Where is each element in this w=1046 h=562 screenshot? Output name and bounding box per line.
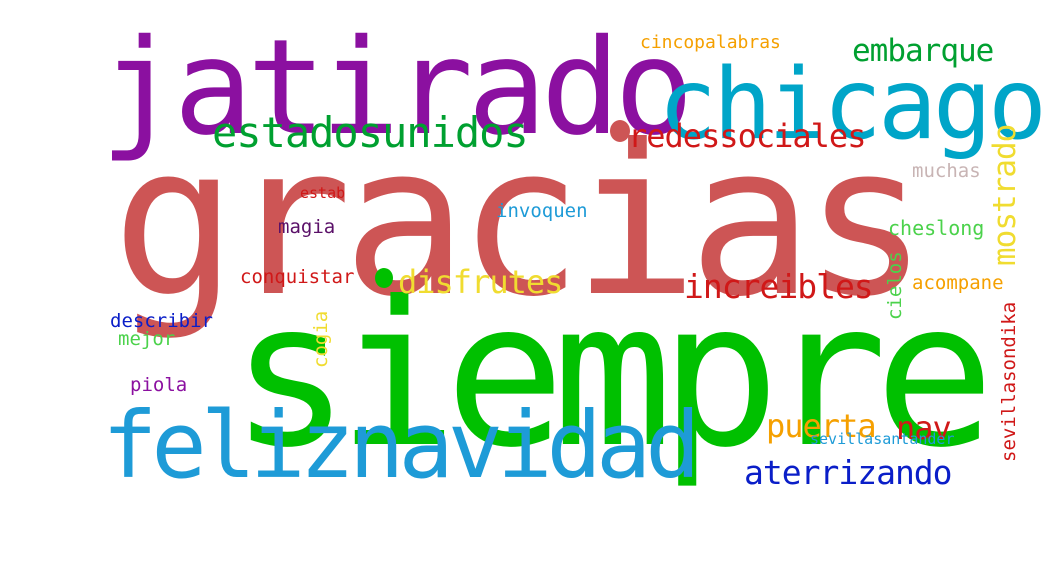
- dot-green: [375, 268, 393, 288]
- word-feliznavidad: feliznavidad: [102, 392, 701, 499]
- word-estadosunidos: estadosunidos: [212, 108, 529, 157]
- word-aterrizando: aterrizando: [744, 453, 953, 492]
- word-magia: magia: [278, 216, 336, 238]
- word-chicago: chicago: [658, 48, 1046, 162]
- word-cielos: cielos: [884, 251, 906, 320]
- word-nav: nav: [896, 409, 952, 447]
- word-gracias: gracias: [112, 101, 929, 343]
- word-cogia: cogia: [310, 310, 332, 368]
- word-estab: estab: [300, 184, 346, 202]
- word-sevillasondika: sevillasondika: [998, 301, 1020, 462]
- word-sevillasantander: sevillasantander: [810, 430, 955, 448]
- word-embarque: embarque: [852, 33, 994, 69]
- word-conquistar: conquistar: [240, 266, 355, 288]
- word-puerta: puerta: [766, 407, 877, 445]
- word-cheslong: cheslong: [888, 216, 985, 240]
- word-siempre: siempre: [230, 259, 995, 492]
- word-mostrado: mostrado: [987, 124, 1023, 266]
- word-piola: piola: [130, 374, 188, 396]
- word-invoquen: invoquen: [496, 200, 588, 222]
- word-acompane: acompane: [912, 272, 1004, 294]
- word-increibles: increibles: [684, 267, 874, 306]
- word-muchas: muchas: [912, 160, 981, 182]
- word-describir: describir: [110, 310, 213, 332]
- word-mejor: mejor: [118, 328, 176, 350]
- word-jatirado: jatirado: [100, 11, 694, 165]
- dot-red: [610, 120, 630, 142]
- word-cincopalabras: cincopalabras: [640, 32, 781, 53]
- word-disfrutes: disfrutes: [398, 263, 563, 301]
- word-redessociales: redessociales: [628, 117, 866, 155]
